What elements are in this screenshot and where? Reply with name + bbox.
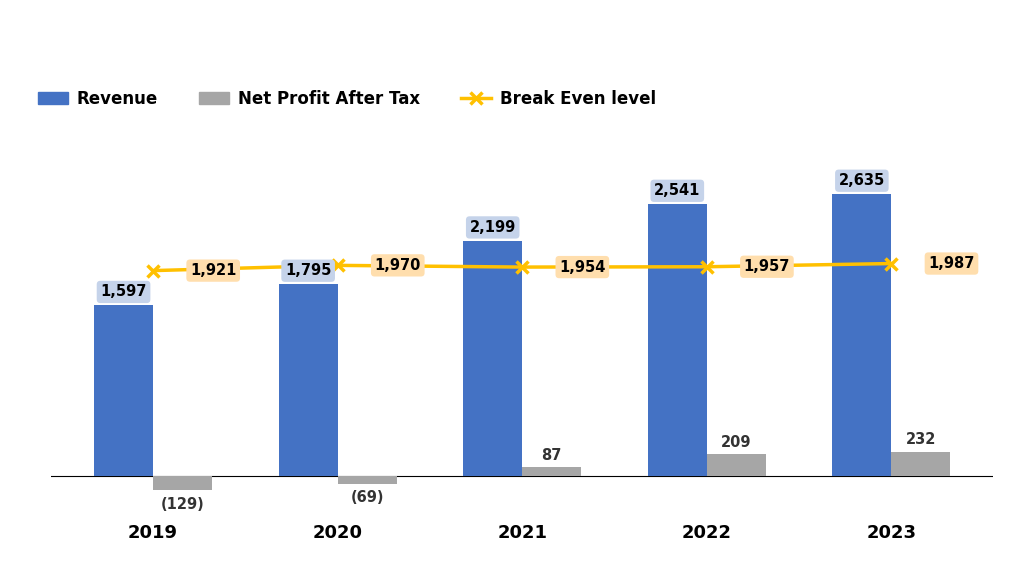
Text: 1,597: 1,597 bbox=[100, 284, 146, 299]
Text: Break Even Chart ($'000): Break Even Chart ($'000) bbox=[354, 81, 670, 102]
Text: 1,954: 1,954 bbox=[559, 260, 605, 275]
Bar bbox=[707, 454, 766, 477]
Text: 1,795: 1,795 bbox=[285, 263, 332, 278]
Text: (129): (129) bbox=[161, 497, 205, 512]
Bar bbox=[522, 467, 582, 477]
Text: (69): (69) bbox=[350, 490, 384, 505]
Bar bbox=[94, 305, 153, 477]
Bar bbox=[463, 241, 522, 477]
Bar bbox=[153, 477, 212, 490]
Text: 1,970: 1,970 bbox=[375, 258, 421, 273]
Text: 2,199: 2,199 bbox=[470, 220, 516, 235]
Text: 2,635: 2,635 bbox=[839, 173, 885, 188]
Text: 232: 232 bbox=[906, 432, 936, 447]
Text: 87: 87 bbox=[542, 448, 562, 463]
Text: 1,921: 1,921 bbox=[190, 263, 237, 278]
Text: 1,987: 1,987 bbox=[929, 256, 975, 271]
Text: 2,541: 2,541 bbox=[654, 183, 700, 198]
Text: 209: 209 bbox=[721, 434, 752, 449]
Legend: Revenue, Net Profit After Tax, Break Even level: Revenue, Net Profit After Tax, Break Eve… bbox=[32, 83, 663, 114]
Bar bbox=[338, 477, 396, 484]
Bar bbox=[833, 194, 892, 477]
Bar bbox=[892, 452, 950, 477]
Bar bbox=[648, 204, 707, 477]
Text: 1,957: 1,957 bbox=[743, 259, 791, 274]
Bar bbox=[279, 284, 338, 477]
